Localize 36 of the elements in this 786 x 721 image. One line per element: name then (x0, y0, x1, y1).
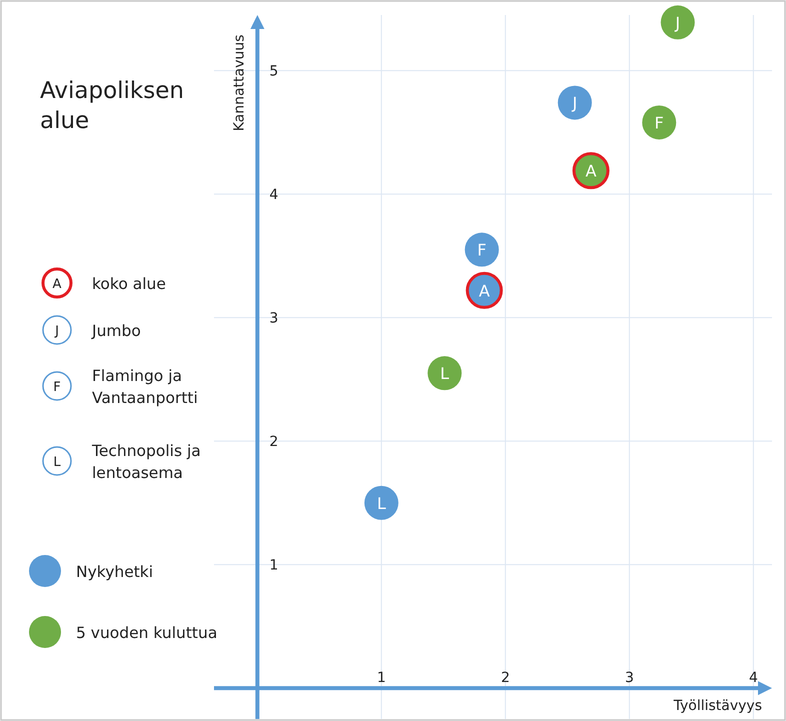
data-label: J (674, 13, 680, 32)
data-label: L (440, 364, 450, 384)
point (428, 356, 462, 390)
y-tick-label: 1 (269, 558, 278, 574)
x-axis-title: Työllistävyys (672, 698, 762, 714)
text: J (54, 324, 59, 339)
text: L (53, 455, 62, 470)
y-tick-label: 2 (269, 434, 278, 450)
text: Flamingo ja Vantaanportti (92, 367, 198, 407)
text: F (53, 380, 61, 395)
data-label: F (654, 113, 664, 132)
point (558, 86, 592, 120)
data-label: J (571, 94, 578, 113)
data-label: F (477, 240, 486, 260)
legend-label: Nykyhetki (76, 563, 154, 581)
y-axis-title: Kannattavuus (231, 34, 248, 132)
legend-label: 5 vuoden kuluttua (76, 624, 218, 642)
data-label: L (376, 494, 386, 513)
x-tick-label: 2 (500, 670, 510, 686)
x-tick-label: 3 (624, 670, 634, 686)
y-tick-label: 4 (269, 187, 278, 204)
text: A (52, 277, 62, 292)
point (464, 232, 499, 267)
x-tick-label: 4 (748, 670, 758, 686)
text: Jumbo (91, 322, 141, 340)
y-tick-label: 3 (269, 310, 278, 327)
point (660, 5, 695, 40)
data-label: A (585, 162, 596, 181)
x-tick-label: 1 (376, 670, 386, 686)
point (642, 105, 676, 140)
point (364, 486, 398, 520)
y-tick-label: 5 (269, 64, 278, 80)
text: Aviapoliksen alue (40, 78, 184, 134)
text: Technopolis ja lentoasema (91, 442, 201, 482)
data-label: A (478, 281, 490, 300)
text: koko alue (92, 275, 166, 293)
